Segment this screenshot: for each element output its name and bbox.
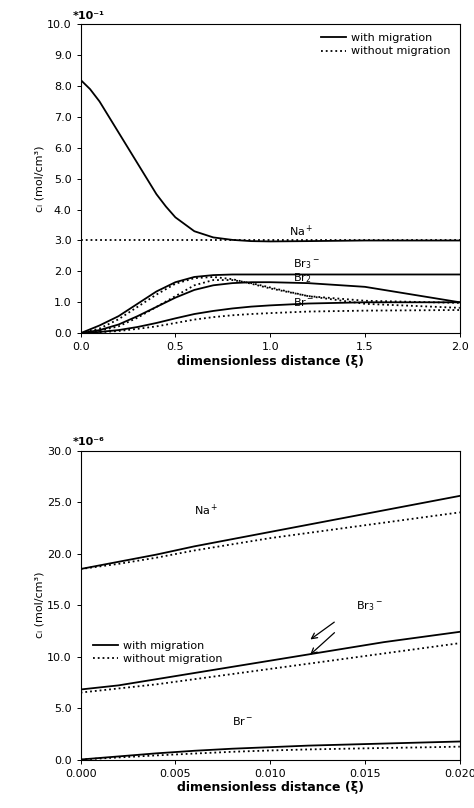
Text: Br$^-$: Br$^-$ <box>232 714 254 726</box>
Y-axis label: cᵢ (mol/cm³): cᵢ (mol/cm³) <box>34 145 44 212</box>
Legend: with migration, without migration: with migration, without migration <box>318 30 454 60</box>
Text: *10⁻⁶: *10⁻⁶ <box>73 437 105 448</box>
Text: Br$_3$$^-$: Br$_3$$^-$ <box>356 600 383 613</box>
Text: Na$^+$: Na$^+$ <box>289 224 313 239</box>
Y-axis label: cᵢ (mol/cm³): cᵢ (mol/cm³) <box>34 572 44 638</box>
Text: Br$^-$: Br$^-$ <box>293 296 314 308</box>
X-axis label: dimensionless distance (ξ): dimensionless distance (ξ) <box>177 355 364 368</box>
Legend: with migration, without migration: with migration, without migration <box>90 638 226 667</box>
Text: Na$^+$: Na$^+$ <box>194 503 219 517</box>
Text: Br$_3$$^-$: Br$_3$$^-$ <box>293 258 320 271</box>
X-axis label: dimensionless distance (ξ): dimensionless distance (ξ) <box>177 781 364 794</box>
Text: Br$_2$: Br$_2$ <box>293 271 311 285</box>
Text: *10⁻¹: *10⁻¹ <box>73 11 105 21</box>
